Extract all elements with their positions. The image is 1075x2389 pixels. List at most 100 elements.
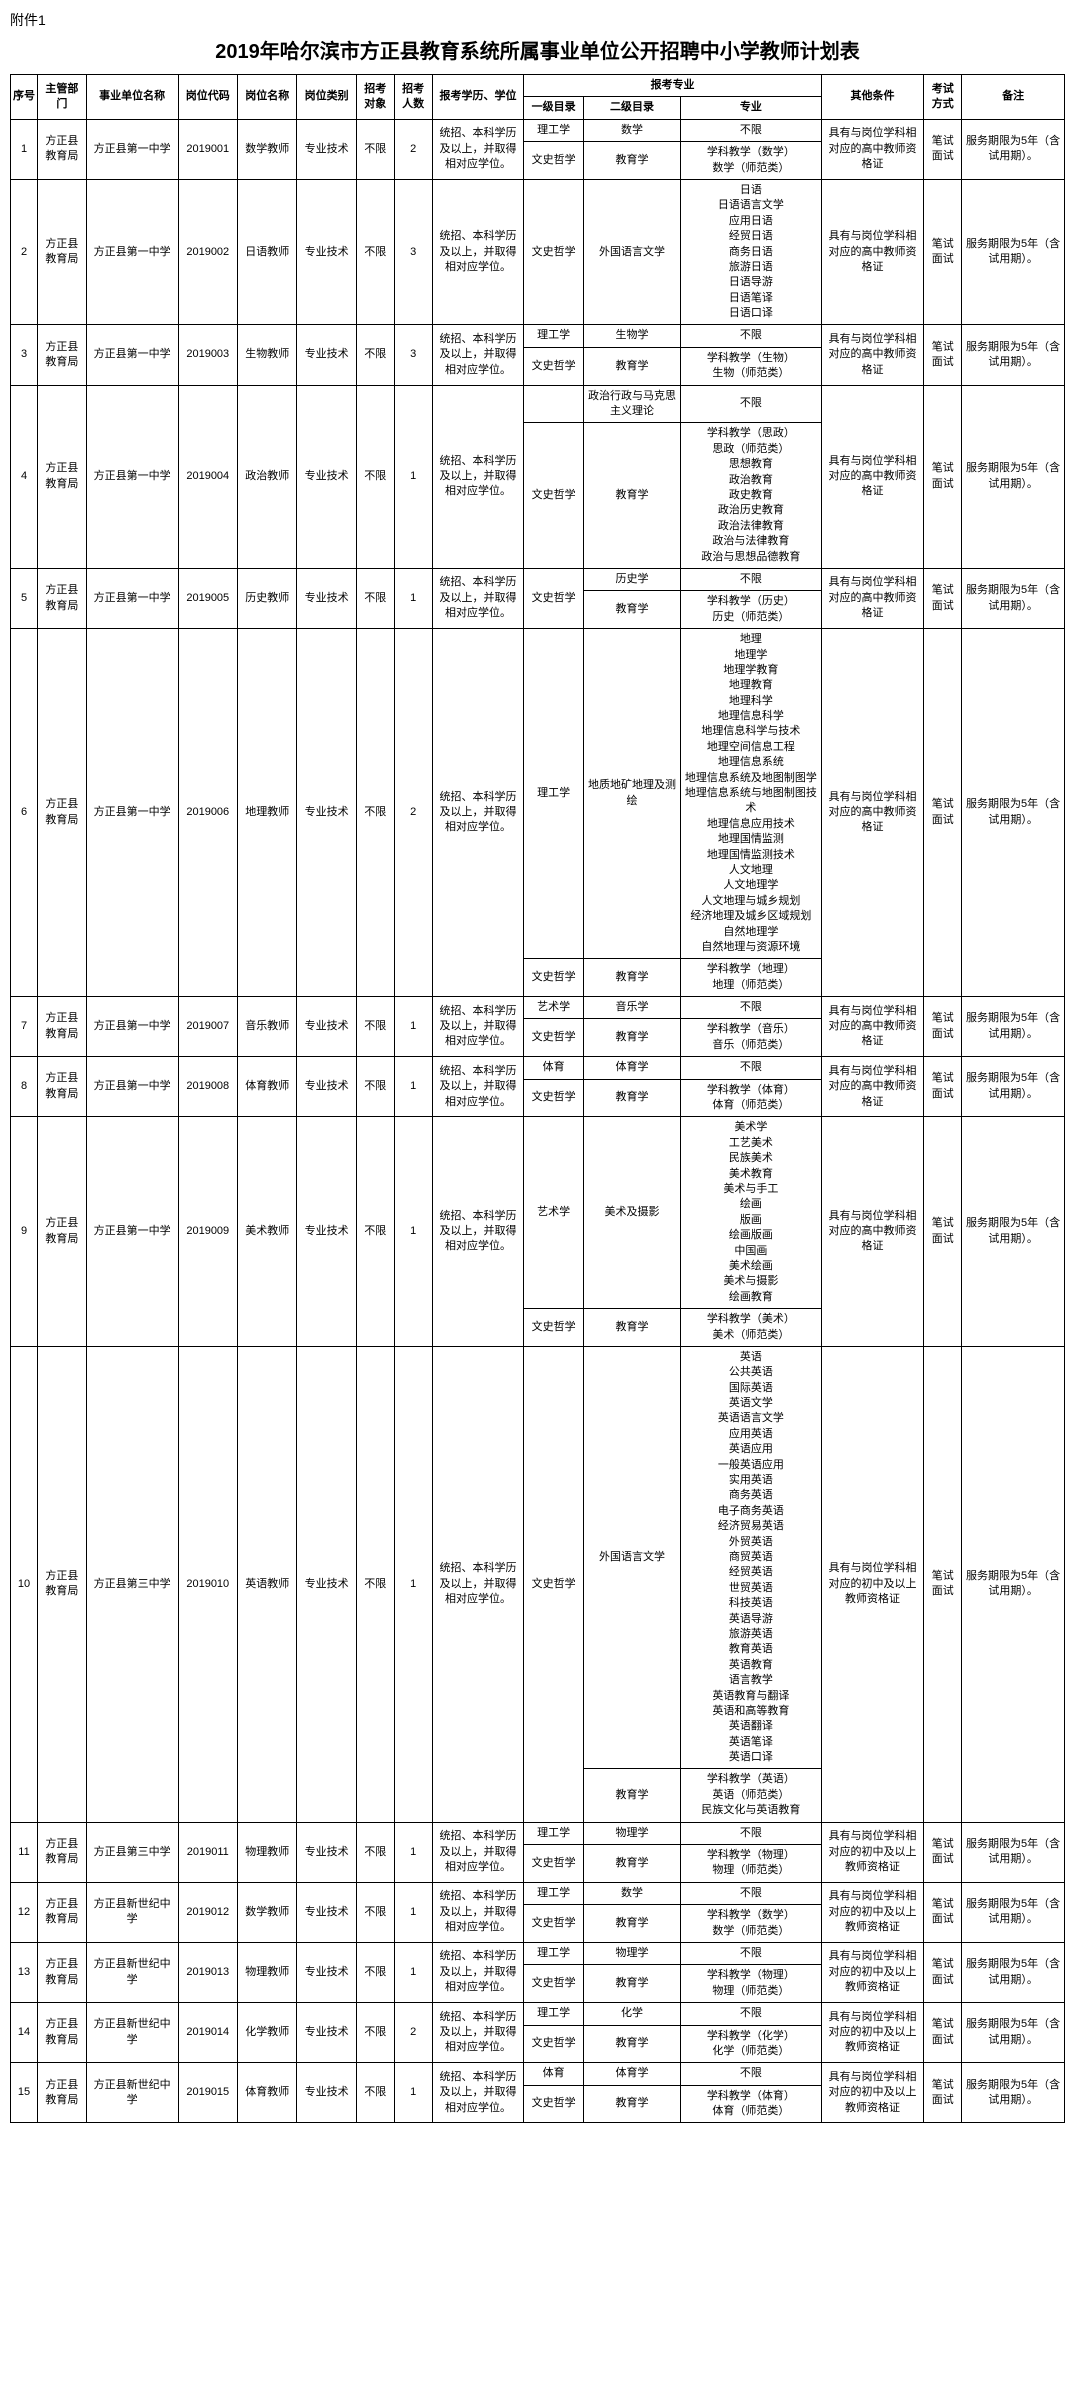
cell-edu: 统招、本科学历及以上，并取得相对应学位。 — [432, 179, 524, 325]
cell-unit: 方正县第一中学 — [86, 1117, 178, 1346]
cell-ptype: 专业技术 — [297, 629, 356, 997]
th-major-group: 报考专业 — [524, 75, 821, 97]
cell-note: 服务期限为5年（含试用期）。 — [962, 997, 1065, 1057]
cell-note: 服务期限为5年（含试用期）。 — [962, 1822, 1065, 1882]
cell-exam: 笔试 面试 — [924, 1346, 962, 1822]
cell-cat1: 文史哲学 — [524, 1079, 583, 1117]
cell-cat1: 艺术学 — [524, 997, 583, 1019]
cell-unit: 方正县第一中学 — [86, 119, 178, 179]
cell-edu: 统招、本科学历及以上，并取得相对应学位。 — [432, 1117, 524, 1346]
cell-count: 2 — [394, 629, 432, 997]
cell-unit: 方正县新世纪中学 — [86, 2003, 178, 2063]
cell-cat2: 政治行政与马克思主义理论 — [583, 385, 680, 423]
cell-code: 2019014 — [178, 2003, 237, 2063]
cell-cat2: 外国语言文学 — [583, 179, 680, 325]
cell-target: 不限 — [356, 1822, 394, 1882]
th-edu: 报考学历、学位 — [432, 75, 524, 120]
cell-cat1: 理工学 — [524, 325, 583, 347]
th-pname: 岗位名称 — [237, 75, 296, 120]
table-row: 10方正县教育局方正县第三中学2019010英语教师专业技术不限1统招、本科学历… — [11, 1346, 1065, 1769]
table-row: 14方正县教育局方正县新世纪中学2019014化学教师专业技术不限2统招、本科学… — [11, 2003, 1065, 2025]
cell-note: 服务期限为5年（含试用期）。 — [962, 2003, 1065, 2063]
cell-cat2: 教育学 — [583, 423, 680, 569]
cell-count: 2 — [394, 119, 432, 179]
cell-other: 具有与岗位学科相对应的高中教师资格证 — [821, 997, 924, 1057]
cell-cat1: 文史哲学 — [524, 179, 583, 325]
cell-ptype: 专业技术 — [297, 179, 356, 325]
attachment-label: 附件1 — [10, 10, 1065, 30]
cell-cat2: 历史学 — [583, 568, 680, 590]
cell-cat2: 物理学 — [583, 1822, 680, 1844]
cell-major: 学科教学（数学） 数学（师范类） — [681, 142, 822, 180]
cell-major: 英语 公共英语 国际英语 英语文学 英语语言文学 应用英语 英语应用 一般英语应… — [681, 1346, 822, 1769]
th-other: 其他条件 — [821, 75, 924, 120]
cell-exam: 笔试 面试 — [924, 385, 962, 568]
cell-cat2: 教育学 — [583, 1965, 680, 2003]
cell-ptype: 专业技术 — [297, 1942, 356, 2002]
cell-other: 具有与岗位学科相对应的高中教师资格证 — [821, 568, 924, 628]
cell-other: 具有与岗位学科相对应的初中及以上教师资格证 — [821, 1822, 924, 1882]
cell-cat2: 物理学 — [583, 1942, 680, 1964]
table-row: 5方正县教育局方正县第一中学2019005历史教师专业技术不限1统招、本科学历及… — [11, 568, 1065, 590]
page-title: 2019年哈尔滨市方正县教育系统所属事业单位公开招聘中小学教师计划表 — [10, 35, 1065, 64]
cell-cat2: 教育学 — [583, 1769, 680, 1822]
cell-target: 不限 — [356, 325, 394, 385]
cell-edu: 统招、本科学历及以上，并取得相对应学位。 — [432, 2063, 524, 2123]
cell-pname: 音乐教师 — [237, 997, 296, 1057]
cell-major: 不限 — [681, 2063, 822, 2085]
cell-dept: 方正县教育局 — [38, 1822, 87, 1882]
cell-dept: 方正县教育局 — [38, 2063, 87, 2123]
cell-seq: 15 — [11, 2063, 38, 2123]
cell-code: 2019009 — [178, 1117, 237, 1346]
cell-exam: 笔试 面试 — [924, 119, 962, 179]
cell-count: 1 — [394, 1942, 432, 2002]
cell-major: 美术学 工艺美术 民族美术 美术教育 美术与手工 绘画 版画 绘画版画 中国画 … — [681, 1117, 822, 1309]
cell-major: 不限 — [681, 1822, 822, 1844]
cell-major: 不限 — [681, 1882, 822, 1904]
th-cat1: 一级目录 — [524, 97, 583, 119]
cell-note: 服务期限为5年（含试用期）。 — [962, 385, 1065, 568]
th-cat2: 二级目录 — [583, 97, 680, 119]
cell-cat2: 体育学 — [583, 2063, 680, 2085]
cell-cat1: 文史哲学 — [524, 142, 583, 180]
cell-major: 学科教学（体育） 体育（师范类） — [681, 1079, 822, 1117]
cell-count: 1 — [394, 997, 432, 1057]
cell-cat1: 文史哲学 — [524, 1019, 583, 1057]
cell-cat2: 教育学 — [583, 591, 680, 629]
cell-ptype: 专业技术 — [297, 2003, 356, 2063]
table-row: 6方正县教育局方正县第一中学2019006地理教师专业技术不限2统招、本科学历及… — [11, 629, 1065, 959]
cell-code: 2019001 — [178, 119, 237, 179]
cell-other: 具有与岗位学科相对应的高中教师资格证 — [821, 1117, 924, 1346]
th-exam: 考试方式 — [924, 75, 962, 120]
th-unit: 事业单位名称 — [86, 75, 178, 120]
cell-exam: 笔试 面试 — [924, 2063, 962, 2123]
cell-edu: 统招、本科学历及以上，并取得相对应学位。 — [432, 325, 524, 385]
th-count: 招考人数 — [394, 75, 432, 120]
cell-major: 学科教学（音乐） 音乐（师范类） — [681, 1019, 822, 1057]
cell-seq: 13 — [11, 1942, 38, 2002]
cell-other: 具有与岗位学科相对应的初中及以上教师资格证 — [821, 2063, 924, 2123]
cell-unit: 方正县第一中学 — [86, 997, 178, 1057]
table-row: 4方正县教育局方正县第一中学2019004政治教师专业技术不限1统招、本科学历及… — [11, 385, 1065, 423]
cell-edu: 统招、本科学历及以上，并取得相对应学位。 — [432, 1822, 524, 1882]
cell-cat2: 教育学 — [583, 1019, 680, 1057]
table-row: 13方正县教育局方正县新世纪中学2019013物理教师专业技术不限1统招、本科学… — [11, 1942, 1065, 1964]
cell-edu: 统招、本科学历及以上，并取得相对应学位。 — [432, 1882, 524, 1942]
cell-ptype: 专业技术 — [297, 119, 356, 179]
cell-exam: 笔试 面试 — [924, 179, 962, 325]
cell-cat2: 地质地矿地理及测绘 — [583, 629, 680, 959]
cell-count: 1 — [394, 1057, 432, 1117]
cell-cat2: 教育学 — [583, 347, 680, 385]
cell-major: 学科教学（思政） 思政（师范类） 思想教育 政治教育 政史教育 政治历史教育 政… — [681, 423, 822, 569]
cell-seq: 8 — [11, 1057, 38, 1117]
cell-cat1 — [524, 385, 583, 423]
cell-pname: 历史教师 — [237, 568, 296, 628]
cell-major: 学科教学（数学） 数学（师范类） — [681, 1905, 822, 1943]
cell-unit: 方正县第一中学 — [86, 179, 178, 325]
cell-major: 不限 — [681, 1942, 822, 1964]
cell-cat2: 体育学 — [583, 1057, 680, 1079]
cell-code: 2019006 — [178, 629, 237, 997]
th-target: 招考对象 — [356, 75, 394, 120]
cell-dept: 方正县教育局 — [38, 629, 87, 997]
cell-count: 3 — [394, 179, 432, 325]
